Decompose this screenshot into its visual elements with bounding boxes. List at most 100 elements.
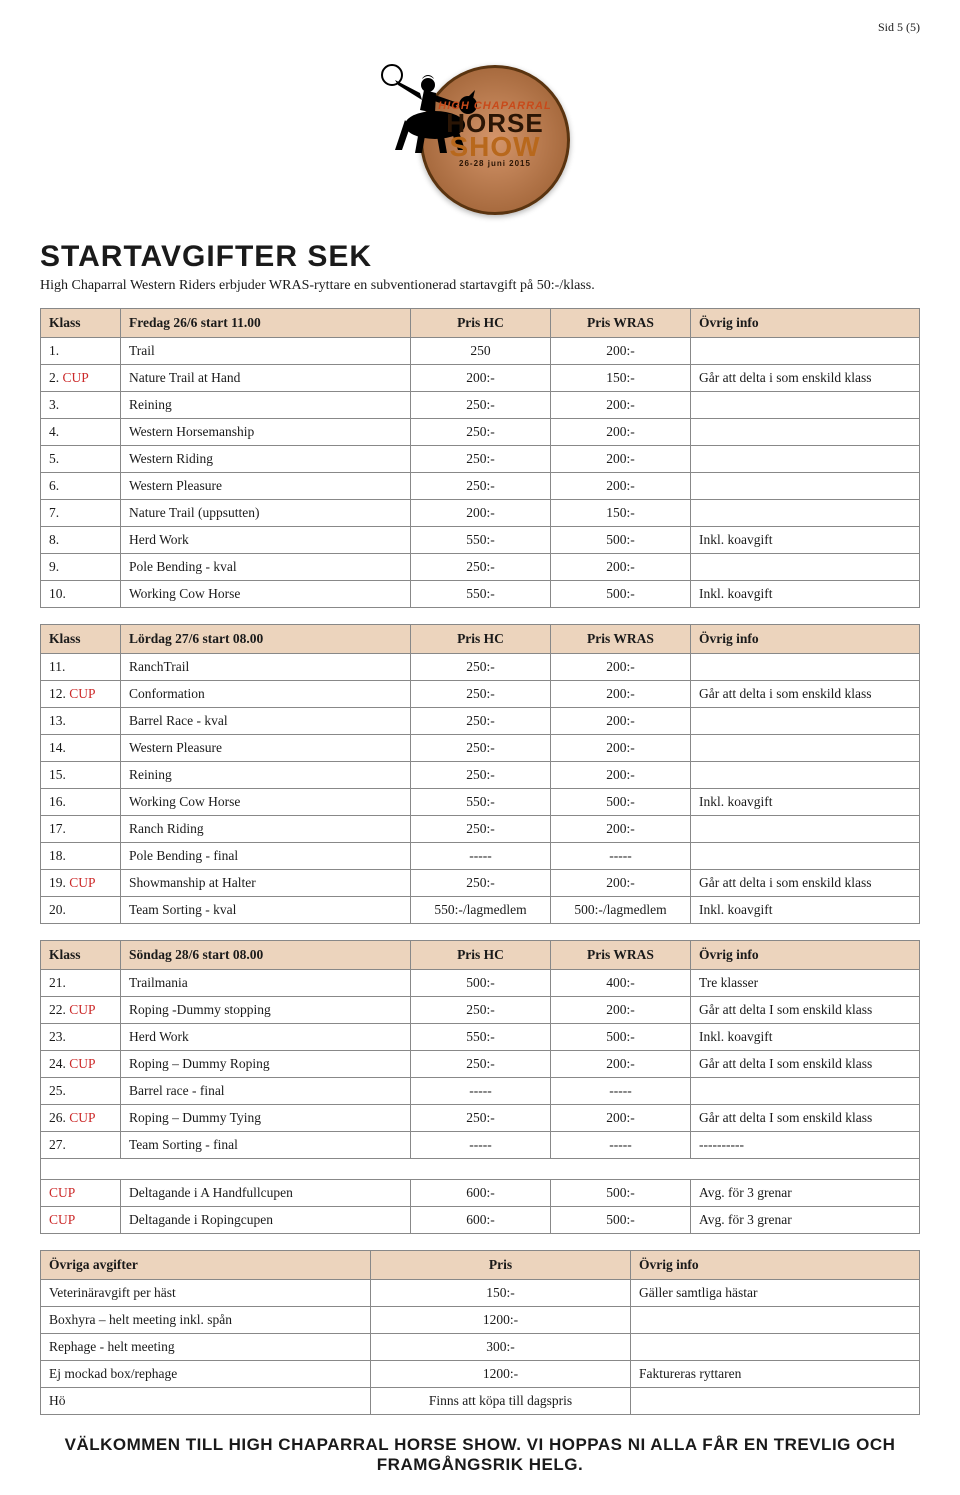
price-wras-cell: 150:- <box>551 500 691 527</box>
class-number-cell: CUP <box>41 1207 121 1234</box>
fee-name-cell: Rephage - helt meeting <box>41 1334 371 1361</box>
class-number-cell: 1. <box>41 338 121 365</box>
column-header: Övrig info <box>691 941 920 970</box>
class-name-cell: Reining <box>121 392 411 419</box>
info-cell <box>691 762 920 789</box>
table-row: CUPDeltagande i Ropingcupen600:-500:-Avg… <box>41 1207 920 1234</box>
class-name-cell: Pole Bending - kval <box>121 554 411 581</box>
price-wras-cell: 200:- <box>551 654 691 681</box>
fee-price-cell: 1200:- <box>371 1307 631 1334</box>
table-row: 19. CUPShowmanship at Halter250:-200:-Gå… <box>41 870 920 897</box>
fees-header-info: Övrig info <box>631 1251 920 1280</box>
class-name-cell: Herd Work <box>121 527 411 554</box>
info-cell: Tre klasser <box>691 970 920 997</box>
class-number-cell: 20. <box>41 897 121 924</box>
class-number-cell: 8. <box>41 527 121 554</box>
logo-container: HIGH CHAPARRAL HORSE SHOW 26-28 juni 201… <box>40 45 920 220</box>
table-row: 27.Team Sorting - final-----------------… <box>41 1132 920 1159</box>
price-wras-cell: 200:- <box>551 762 691 789</box>
fee-name-cell: Ej mockad box/rephage <box>41 1361 371 1388</box>
price-hc-cell: ----- <box>411 1132 551 1159</box>
class-number-cell: 4. <box>41 419 121 446</box>
price-wras-cell: 500:- <box>551 581 691 608</box>
table-row: 17.Ranch Riding250:-200:- <box>41 816 920 843</box>
price-hc-cell: ----- <box>411 1078 551 1105</box>
price-hc-cell: 250:- <box>411 554 551 581</box>
price-wras-cell: 200:- <box>551 392 691 419</box>
table-row: 2. CUPNature Trail at Hand200:-150:-Går … <box>41 365 920 392</box>
cup-label: CUP <box>69 1002 95 1017</box>
table-row: 8.Herd Work550:-500:-Inkl. koavgift <box>41 527 920 554</box>
info-cell: Går att delta I som enskild klass <box>691 1105 920 1132</box>
info-cell <box>691 500 920 527</box>
cup-label: CUP <box>49 1185 75 1200</box>
class-number-cell: 17. <box>41 816 121 843</box>
class-number-cell: 7. <box>41 500 121 527</box>
class-name-cell: Nature Trail (uppsutten) <box>121 500 411 527</box>
price-hc-cell: 250:- <box>411 735 551 762</box>
column-header: Övrig info <box>691 625 920 654</box>
column-header: Fredag 26/6 start 11.00 <box>121 309 411 338</box>
class-name-cell: Working Cow Horse <box>121 789 411 816</box>
table-row: 10.Working Cow Horse550:-500:-Inkl. koav… <box>41 581 920 608</box>
info-cell <box>691 816 920 843</box>
table-row: 1.Trail250200:- <box>41 338 920 365</box>
fee-price-cell: 150:- <box>371 1280 631 1307</box>
column-header: Pris WRAS <box>551 625 691 654</box>
price-wras-cell: 200:- <box>551 681 691 708</box>
price-hc-cell: 200:- <box>411 500 551 527</box>
fees-row: HöFinns att köpa till dagspris <box>41 1388 920 1415</box>
fee-name-cell: Boxhyra – helt meeting inkl. spån <box>41 1307 371 1334</box>
class-name-cell: Barrel race - final <box>121 1078 411 1105</box>
price-wras-cell: 200:- <box>551 338 691 365</box>
class-number-cell: 24. CUP <box>41 1051 121 1078</box>
info-cell: Går att delta i som enskild klass <box>691 365 920 392</box>
column-header: Lördag 27/6 start 08.00 <box>121 625 411 654</box>
class-number-cell: 5. <box>41 446 121 473</box>
table-row: 4.Western Horsemanship250:-200:- <box>41 419 920 446</box>
class-number-cell: 23. <box>41 1024 121 1051</box>
fees-body: Veterinäravgift per häst150:-Gäller samt… <box>41 1280 920 1415</box>
column-header: Klass <box>41 625 121 654</box>
price-wras-cell: 400:- <box>551 970 691 997</box>
logo-line3: SHOW <box>430 135 560 159</box>
info-cell <box>691 338 920 365</box>
table-row: 22. CUPRoping -Dummy stopping250:-200:-G… <box>41 997 920 1024</box>
info-cell: Avg. för 3 grenar <box>691 1207 920 1234</box>
price-wras-cell: 500:- <box>551 527 691 554</box>
price-wras-cell: 500:- <box>551 1180 691 1207</box>
page-number: Sid 5 (5) <box>40 20 920 35</box>
class-name-cell: RanchTrail <box>121 654 411 681</box>
class-number-cell: 15. <box>41 762 121 789</box>
price-hc-cell: 250:- <box>411 473 551 500</box>
table-row: 11.RanchTrail250:-200:- <box>41 654 920 681</box>
price-hc-cell: 550:-/lagmedlem <box>411 897 551 924</box>
class-number-cell: 6. <box>41 473 121 500</box>
info-cell: ---------- <box>691 1132 920 1159</box>
cup-label: CUP <box>49 1212 75 1227</box>
column-header: Pris WRAS <box>551 941 691 970</box>
column-header: Pris HC <box>411 309 551 338</box>
table-row: 15.Reining250:-200:- <box>41 762 920 789</box>
fee-price-cell: 300:- <box>371 1334 631 1361</box>
price-wras-cell: 200:- <box>551 735 691 762</box>
price-wras-cell: 200:- <box>551 473 691 500</box>
price-hc-cell: ----- <box>411 843 551 870</box>
price-hc-cell: 600:- <box>411 1207 551 1234</box>
table-header-row: KlassFredag 26/6 start 11.00Pris HCPris … <box>41 309 920 338</box>
info-cell: Inkl. koavgift <box>691 1024 920 1051</box>
class-number-cell: 12. CUP <box>41 681 121 708</box>
price-hc-cell: 250:- <box>411 870 551 897</box>
class-number-cell: CUP <box>41 1180 121 1207</box>
class-number-cell: 22. CUP <box>41 997 121 1024</box>
price-wras-cell: 200:- <box>551 1105 691 1132</box>
fees-row: Ej mockad box/rephage1200:-Faktureras ry… <box>41 1361 920 1388</box>
table-row: 5.Western Riding250:-200:- <box>41 446 920 473</box>
class-name-cell: Herd Work <box>121 1024 411 1051</box>
class-name-cell: Ranch Riding <box>121 816 411 843</box>
price-hc-cell: 550:- <box>411 1024 551 1051</box>
table-row: 26. CUPRoping – Dummy Tying250:-200:-Går… <box>41 1105 920 1132</box>
class-name-cell: Team Sorting - final <box>121 1132 411 1159</box>
info-cell <box>691 419 920 446</box>
class-name-cell: Deltagande i A Handfullcupen <box>121 1180 411 1207</box>
